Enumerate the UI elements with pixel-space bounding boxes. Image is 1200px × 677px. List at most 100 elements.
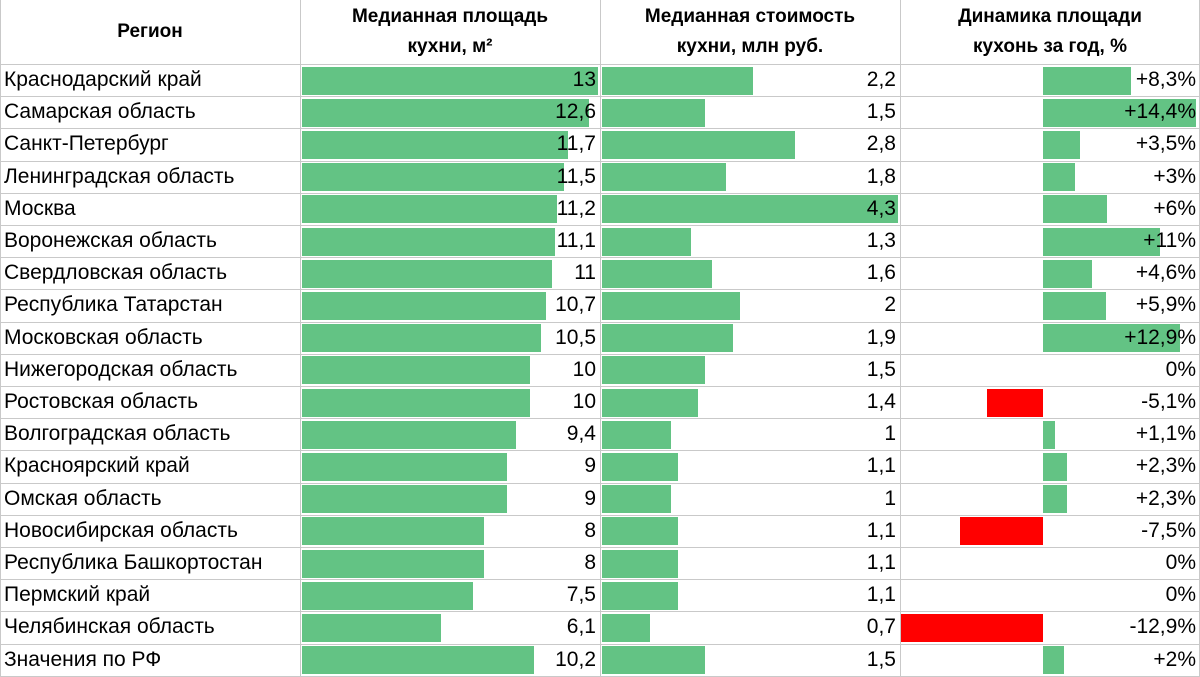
dynamics-bar <box>1043 452 1068 481</box>
dynamics-value: +2,3% <box>1135 486 1196 510</box>
grid-hline <box>0 418 1200 419</box>
cost-bar <box>602 227 692 256</box>
area-bar <box>302 581 473 610</box>
grid-hline <box>0 96 1200 97</box>
cost-value: 1,1 <box>866 518 896 542</box>
dynamics-bar <box>1043 195 1107 224</box>
region-label: Волгоградская область <box>4 422 231 446</box>
dynamics-value: +2,3% <box>1135 454 1196 478</box>
cost-bar <box>602 613 651 642</box>
area-bar <box>302 646 535 675</box>
dynamics-value: +3,5% <box>1135 132 1196 156</box>
area-bar <box>302 195 557 224</box>
area-value: 7,5 <box>566 583 596 607</box>
cost-value: 4,3 <box>866 196 896 220</box>
area-value: 11,1 <box>556 229 596 252</box>
dynamics-bar <box>986 388 1043 417</box>
cost-value: 2 <box>884 293 896 317</box>
dynamics-value: -5,1% <box>1141 390 1196 413</box>
region-label: Пермский край <box>4 583 151 607</box>
cost-bar <box>602 66 754 95</box>
cost-bar <box>602 324 733 353</box>
dynamics-value: +5,9% <box>1135 293 1196 317</box>
region-label: Санкт-Петербург <box>4 132 169 156</box>
cost-value: 1,1 <box>866 551 896 574</box>
cost-value: 2,8 <box>866 132 896 156</box>
region-label: Значения по РФ <box>4 647 162 671</box>
dynamics-bar <box>1043 324 1181 353</box>
cost-bar <box>602 646 706 675</box>
area-value: 8 <box>584 518 596 542</box>
region-label: Нижегородская область <box>4 357 238 381</box>
area-bar <box>302 259 553 288</box>
dynamics-value: -12,9% <box>1129 615 1196 639</box>
dynamics-bar <box>1043 291 1106 320</box>
cost-value: 1 <box>884 422 896 446</box>
dynamics-value: +11% <box>1143 229 1196 252</box>
grid-hline <box>0 547 1200 548</box>
area-value: 11,5 <box>556 164 596 188</box>
dynamics-value: +3% <box>1153 164 1196 188</box>
area-value: 10,2 <box>555 647 596 671</box>
cost-value: 1,4 <box>866 390 896 413</box>
cost-bar <box>602 130 795 159</box>
cost-value: 1,1 <box>866 454 896 478</box>
area-value: 10,7 <box>555 293 596 317</box>
cost-value: 1,1 <box>866 583 896 607</box>
cost-value: 1,9 <box>866 325 896 349</box>
grid-hline <box>0 644 1200 645</box>
grid-hline <box>0 354 1200 355</box>
area-bar <box>302 324 542 353</box>
area-value: 9,4 <box>566 422 596 446</box>
area-value: 6,1 <box>566 615 596 639</box>
area-bar <box>302 227 555 256</box>
grid-vline <box>900 0 901 677</box>
area-bar <box>302 420 517 449</box>
cost-bar <box>602 452 678 481</box>
area-value: 13 <box>572 68 596 91</box>
grid-hline <box>0 483 1200 484</box>
grid-hline <box>0 289 1200 290</box>
cost-value: 1,8 <box>866 164 896 188</box>
cost-value: 1,5 <box>866 647 896 671</box>
region-label: Республика Башкортостан <box>4 551 263 574</box>
dynamics-value: -7,5% <box>1141 518 1196 542</box>
grid-hline <box>0 257 1200 258</box>
cost-bar <box>602 388 699 417</box>
cost-value: 1 <box>884 486 896 510</box>
grid-hline <box>0 515 1200 516</box>
dynamics-value: +8,3% <box>1135 68 1196 91</box>
area-bar <box>302 98 589 127</box>
dynamics-value: +14,4% <box>1124 100 1196 124</box>
cost-bar <box>602 517 678 546</box>
region-label: Московская область <box>4 325 203 349</box>
grid-hline <box>0 322 1200 323</box>
header-dynamics: Динамика площади кухонь за год, % <box>958 6 1142 57</box>
region-label: Омская область <box>4 486 162 510</box>
region-label: Ростовская область <box>4 390 199 413</box>
dynamics-value: 0% <box>1165 551 1196 574</box>
cost-value: 1,6 <box>866 261 896 285</box>
area-bar <box>302 485 507 514</box>
cost-value: 0,7 <box>866 615 896 639</box>
grid-hline <box>0 450 1200 451</box>
grid-hline <box>0 225 1200 226</box>
dynamics-value: +4,6% <box>1135 261 1196 285</box>
area-value: 8 <box>584 551 596 574</box>
dynamics-bar <box>960 517 1043 546</box>
grid-hline <box>0 386 1200 387</box>
cost-bar <box>602 581 678 610</box>
grid-hline <box>0 611 1200 612</box>
grid-hline <box>0 161 1200 162</box>
cost-bar <box>602 195 898 224</box>
dynamics-bar <box>1043 130 1081 159</box>
dynamics-value: +6% <box>1153 196 1196 220</box>
area-bar <box>302 452 507 481</box>
cost-bar <box>602 259 713 288</box>
grid-hline <box>0 64 1200 65</box>
area-value: 10 <box>572 357 596 381</box>
area-bar <box>302 549 485 578</box>
dynamics-bar <box>1043 420 1055 449</box>
cost-bar <box>602 485 671 514</box>
